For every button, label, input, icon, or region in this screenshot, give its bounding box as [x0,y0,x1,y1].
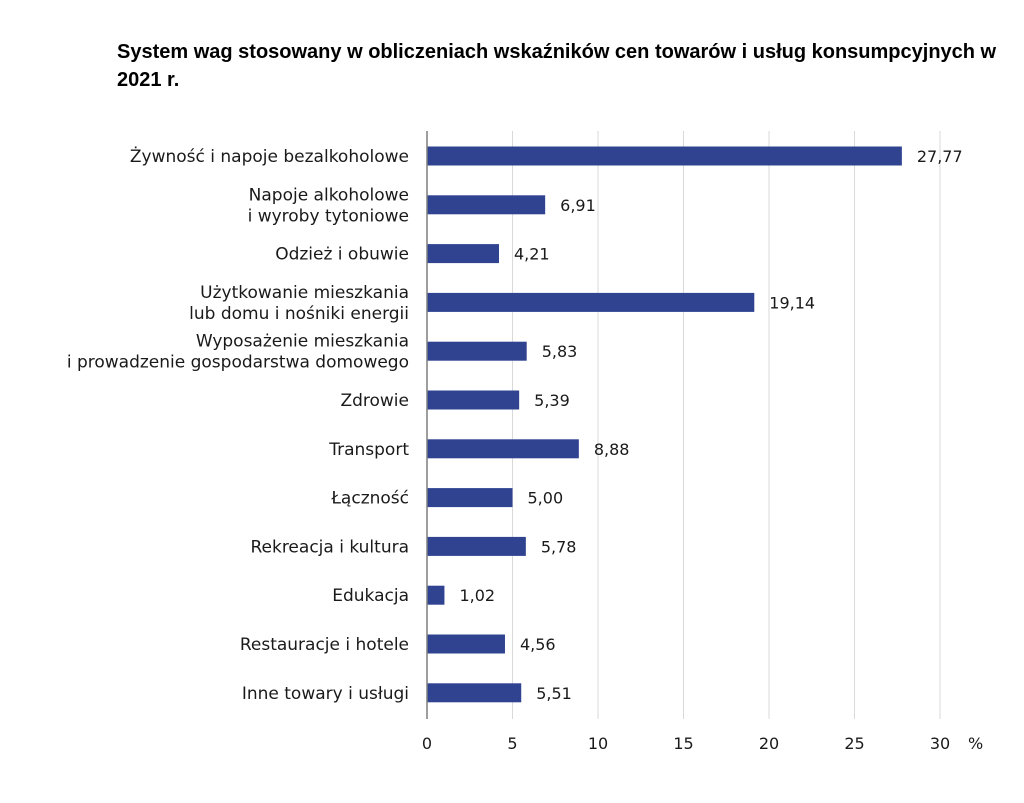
category-label-line: Inne towary i usługi [242,684,409,704]
category-label: Transport [328,440,409,460]
x-tick-label: 0 [422,734,432,753]
bar [427,488,513,508]
category-label-line: Łączność [330,489,409,509]
category-label: Zdrowie [340,391,409,411]
category-label-line: i prowadzenie gospodarstwa domowego [67,353,409,373]
category-label-line: Użytkowanie mieszkania [200,283,409,303]
category-label: Wyposażenie mieszkania i prowadzenie gosp… [67,332,409,373]
bar [427,390,520,410]
value-label: 1,02 [459,586,495,605]
category-label: Napoje alkoholowe i wyroby tytoniowe [248,185,409,226]
gridlines [512,131,941,719]
category-labels: Żywność i napoje bezalkoholowe Napoje alk… [67,146,410,704]
category-label-line: Żywność i napoje bezalkoholowe [130,146,409,167]
category-label: Użytkowanie mieszkania lub domu i nośniki… [189,283,409,324]
x-tick-labels: 0 5 10 15 20 25 30 [422,734,950,753]
value-label: 4,21 [514,245,550,264]
x-tick-label: 25 [844,734,864,753]
category-label-line: Zdrowie [340,391,409,411]
category-label-line: Wyposażenie mieszkania [196,332,409,352]
chart-title: System wag stosowany w obliczeniach wska… [117,41,997,91]
value-label: 8,88 [594,440,630,459]
category-label-line: Rekreacja i kultura [250,537,409,557]
bar [427,683,522,703]
category-label-line: Napoje alkoholowe [249,185,409,205]
bar [427,195,546,215]
category-label: Odzież i obuwie [275,245,409,265]
x-tick-label: 10 [588,734,608,753]
category-label-line: Restauracje i hotele [240,635,409,655]
category-label-line: Transport [328,440,409,460]
value-label: 5,51 [536,684,572,703]
x-tick-label: 5 [507,734,517,753]
category-label: Restauracje i hotele [240,635,409,655]
bars [427,146,902,703]
value-label: 4,56 [520,635,556,654]
value-label: 6,91 [560,196,596,215]
category-label: Rekreacja i kultura [250,537,409,557]
bar [427,146,902,166]
bar [427,439,579,459]
category-label-line: i wyroby tytoniowe [248,206,409,226]
category-label: Łączność [330,489,409,509]
category-label-line: Edukacja [332,586,409,606]
bar [427,341,527,361]
bar [427,536,526,556]
category-label: Edukacja [332,586,409,606]
x-unit-label: % [968,734,983,753]
value-label: 27,77 [917,147,963,166]
category-label: Inne towary i usługi [242,684,409,704]
value-label: 5,00 [528,489,564,508]
bar [427,585,445,605]
bar [427,292,755,312]
value-label: 5,39 [534,391,570,410]
value-label: 5,83 [542,342,578,361]
value-label: 19,14 [769,293,815,312]
x-tick-label: 20 [759,734,779,753]
value-label: 5,78 [541,537,577,556]
x-tick-label: 15 [673,734,693,753]
bar [427,244,499,264]
value-labels: 27,77 6,91 4,21 19,14 5,83 5,39 8,88 5,00 5,78 1,… [459,147,962,703]
category-label-line: Odzież i obuwie [275,245,409,265]
category-label: Żywność i napoje bezalkoholowe [130,146,409,167]
bar [427,634,505,654]
category-label-line: lub domu i nośniki energii [189,304,409,324]
x-tick-label: 30 [930,734,950,753]
